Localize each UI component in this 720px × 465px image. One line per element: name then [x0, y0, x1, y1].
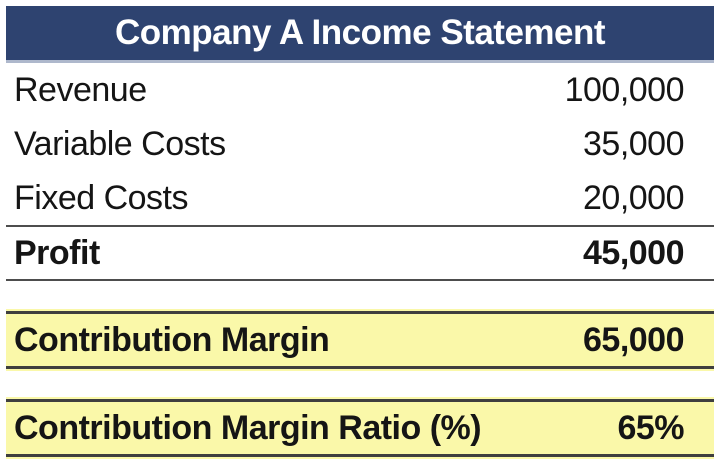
row-value: 45,000 — [583, 233, 685, 272]
row-label: Revenue — [14, 70, 147, 109]
row-label: Profit — [14, 233, 100, 272]
table-title: Company A Income Statement — [6, 6, 714, 63]
row-value: 35,000 — [583, 124, 685, 163]
row-label: Contribution Margin Ratio (%) — [14, 408, 482, 447]
row-label: Contribution Margin — [14, 320, 330, 359]
income-statement-table: Company A Income Statement Revenue 100,0… — [6, 6, 714, 459]
highlight-row-contribution-margin: Contribution Margin 65,000 — [6, 309, 714, 371]
table-row-revenue: Revenue 100,000 — [6, 63, 714, 117]
row-value: 65,000 — [583, 320, 685, 359]
row-spacer — [6, 281, 714, 309]
table-row-profit: Profit 45,000 — [6, 225, 714, 281]
highlight-row-contribution-margin-ratio: Contribution Margin Ratio (%) 65% — [6, 397, 714, 459]
row-value: 100,000 — [564, 70, 685, 109]
row-label: Variable Costs — [14, 124, 226, 163]
table-row: Contribution Margin Ratio (%) 65% — [6, 399, 714, 457]
table-row-variable-costs: Variable Costs 35,000 — [6, 117, 714, 171]
table-row-fixed-costs: Fixed Costs 20,000 — [6, 171, 714, 225]
row-spacer — [6, 371, 714, 397]
row-value: 20,000 — [583, 178, 685, 217]
row-value: 65% — [617, 408, 684, 447]
row-label: Fixed Costs — [14, 178, 189, 217]
table-row: Contribution Margin 65,000 — [6, 311, 714, 369]
